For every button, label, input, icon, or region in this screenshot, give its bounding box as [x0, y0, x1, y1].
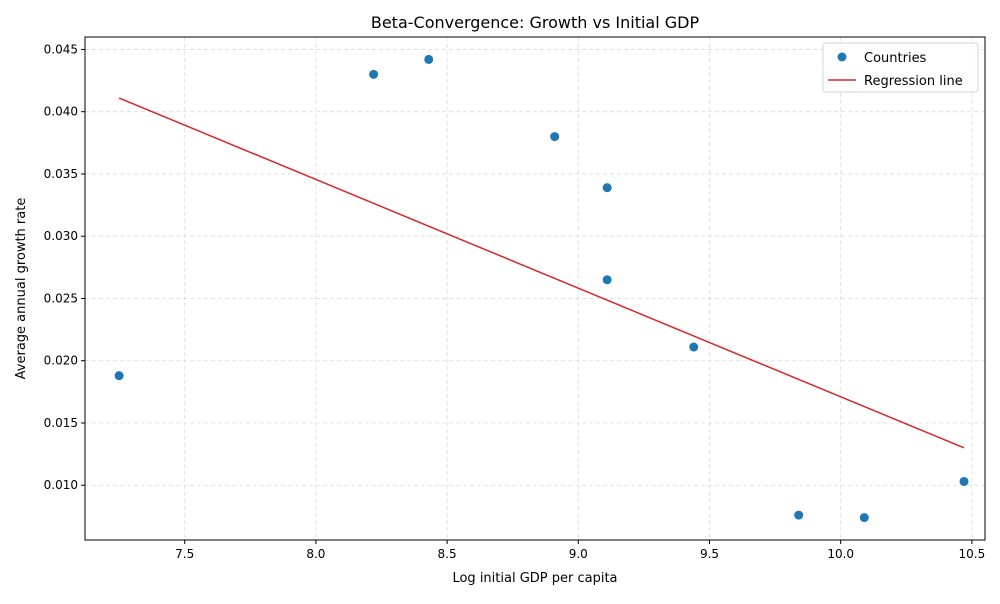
x-tick-label: 10.5 [959, 547, 986, 561]
x-tick-label: 10.0 [827, 547, 854, 561]
legend-label: Countries [864, 51, 927, 66]
y-tick-label: 0.040 [44, 105, 78, 119]
y-axis-ticks: 0.010 0.015 0.020 0.025 0.030 0.035 0.040 0.045 [44, 42, 85, 492]
country-point [550, 132, 560, 142]
legend-box [822, 42, 979, 93]
x-tick-label: 7.5 [175, 547, 194, 561]
country-point [794, 510, 804, 520]
y-axis-label: Average annual growth rate [14, 198, 29, 380]
y-tick-label: 0.035 [44, 167, 78, 181]
legend-marker-countries [837, 52, 847, 62]
country-point [114, 371, 124, 381]
country-point [689, 342, 699, 352]
y-tick-label: 0.030 [44, 229, 78, 243]
y-tick-label: 0.045 [44, 42, 78, 56]
y-tick-label: 0.015 [44, 416, 78, 430]
x-tick-label: 8.0 [306, 547, 325, 561]
x-tick-label: 9.5 [700, 547, 719, 561]
x-axis-label: Log initial GDP per capita [452, 571, 617, 586]
plot-series [114, 54, 969, 523]
country-point [602, 183, 612, 193]
x-tick-label: 9.0 [569, 547, 588, 561]
y-tick-label: 0.010 [44, 478, 78, 492]
x-tick-label: 8.5 [438, 547, 457, 561]
x-axis-ticks: 7.5 8.0 8.5 9.0 9.5 10.0 10.5 [175, 540, 985, 561]
plot-frame [84, 36, 986, 541]
country-point [959, 476, 969, 486]
country-point [369, 69, 379, 79]
y-tick-label: 0.020 [44, 354, 78, 368]
country-point [602, 275, 612, 285]
regression-line [118, 97, 965, 449]
legend: Countries Regression line [822, 42, 979, 93]
country-point [424, 54, 434, 64]
grid-lines [85, 37, 985, 540]
legend-label: Regression line [864, 74, 963, 89]
y-tick-label: 0.025 [44, 291, 78, 305]
country-point [859, 513, 869, 523]
chart-title: Beta-Convergence: Growth vs Initial GDP [371, 13, 700, 32]
